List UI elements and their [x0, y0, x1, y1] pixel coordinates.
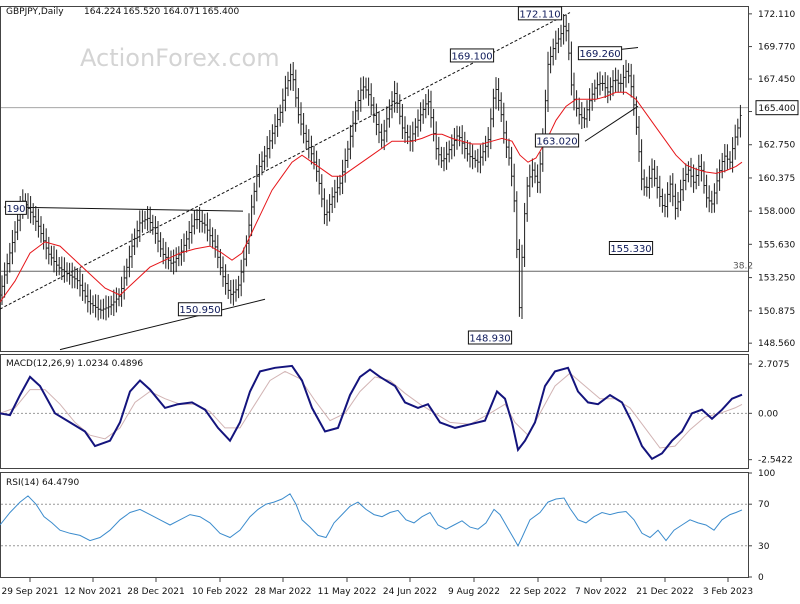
- price-annotation: 148.930: [467, 330, 513, 345]
- price-annotation-label: 163.020: [536, 136, 577, 147]
- price-annotation: 169.100: [449, 48, 495, 63]
- price-tick-label: 160.375: [758, 174, 795, 184]
- x-tick-label: 21 Dec 2022: [636, 587, 694, 597]
- price-annotation-box: [534, 133, 580, 148]
- price-annotation-label: 169.100: [451, 51, 492, 62]
- ohlc-low: 164.071: [163, 7, 200, 17]
- macd-line: [0, 364, 743, 461]
- price-tick-label: 153.250: [758, 274, 795, 284]
- x-tick-label: 11 May 2022: [318, 587, 377, 597]
- ohlc-open: 164.224: [84, 7, 121, 17]
- level-38-2-label: 38.2: [733, 261, 753, 271]
- x-tick-label: 28 Dec 2021: [127, 587, 185, 597]
- x-axis: 29 Sep 2021 12 Nov 2021 28 Dec 2021 10 Feb …: [1, 578, 753, 597]
- macd-signal-line: [0, 370, 743, 449]
- price-panel: 172.110169.770167.450165.125162.750160.3…: [0, 6, 799, 352]
- price-annotation: 150.950: [177, 302, 223, 317]
- macd-tick-label: 0.00: [758, 409, 778, 419]
- price-tick-label: 158.000: [758, 207, 795, 217]
- macd-label: MACD(12,26,9) 1.0234 0.4896: [6, 359, 143, 369]
- x-tick-label: 9 Aug 2022: [448, 587, 500, 597]
- rsi-line: [0, 493, 743, 547]
- price-annotation: 155.330: [608, 240, 654, 255]
- rsi-label: RSI(14) 64.4790: [6, 478, 79, 488]
- price-annotation-box: [517, 6, 563, 21]
- ohlc-high: 165.520: [123, 7, 160, 17]
- current-price-marker: 165.400: [755, 100, 799, 116]
- x-tick-label: 24 Jun 2022: [383, 587, 437, 597]
- price-annotation-label: 190: [6, 204, 25, 215]
- price-annotation-label: 172.110: [519, 9, 560, 20]
- rsi-tick-label: 30: [758, 542, 770, 552]
- price-annotation: 172.110: [517, 6, 563, 21]
- trendline: [59, 298, 266, 351]
- macd-tick-label: -2.5422: [758, 456, 793, 466]
- macd-axis: 2.7075 0.00 -2.5422: [748, 360, 793, 466]
- rsi-tick-label: 70: [758, 500, 770, 510]
- price-tick-label: 150.875: [758, 307, 795, 317]
- price-annotation: 163.020: [534, 133, 580, 148]
- current-price-label: 165.400: [758, 104, 795, 114]
- price-tick-label: 169.770: [758, 43, 795, 53]
- x-tick-label: 29 Sep 2021: [1, 587, 58, 597]
- macd-tick-label: 2.7075: [758, 360, 790, 370]
- price-tick-label: 172.110: [758, 10, 795, 20]
- price-panel-frame: [0, 6, 749, 352]
- x-tick-label: 7 Nov 2022: [575, 587, 627, 597]
- current-price-box: [755, 100, 799, 116]
- price-annotation-label: 155.330: [610, 244, 651, 255]
- x-tick-label: 28 Mar 2022: [254, 587, 311, 597]
- price-annotation-label: 150.950: [179, 305, 220, 316]
- price-annotation-box: [177, 302, 223, 317]
- watermark: ActionForex.com: [80, 44, 280, 72]
- price-annotations: 190 150.950 169.100 148.930 172.110 169.260 16…: [5, 6, 654, 345]
- rsi-axis: 100 70 30 0: [748, 469, 775, 583]
- x-tick-label: 22 Sep 2022: [509, 587, 566, 597]
- macd-panel: 2.7075 0.00 -2.5422 MACD(12,26,9) 1.0234 0…: [0, 354, 793, 469]
- symbol-label: GBPJPY,Daily: [6, 7, 64, 17]
- price-bars: [0, 14, 742, 321]
- price-annotation-label: 169.260: [579, 49, 620, 60]
- price-annotation: 169.260: [577, 46, 623, 61]
- rsi-panel: 100 70 30 0 RSI(14) 64.4790: [0, 469, 775, 583]
- price-annotation-box: [577, 46, 623, 61]
- x-tick-label: 10 Feb 2022: [192, 587, 248, 597]
- rsi-tick-label: 0: [758, 573, 764, 583]
- macd-panel-frame: [0, 354, 749, 469]
- price-tick-label: 148.560: [758, 339, 795, 349]
- trendline: [584, 105, 639, 142]
- rsi-tick-label: 100: [758, 469, 775, 479]
- price-tick-label: 155.630: [758, 240, 795, 250]
- price-annotation-box: [449, 48, 495, 63]
- moving-average-line: [0, 91, 743, 303]
- trendline: [3, 206, 244, 212]
- price-annotation-box: [608, 240, 654, 255]
- price-tick-label: 162.750: [758, 141, 795, 151]
- x-tick-label: 3 Feb 2023: [703, 587, 753, 597]
- x-tick-label: 12 Nov 2021: [64, 587, 122, 597]
- level-38-2: 38.2: [1, 107, 753, 272]
- ohlc-close: 165.400: [202, 7, 239, 17]
- price-annotation-label: 148.930: [469, 333, 510, 344]
- price-tick-label: 167.450: [758, 75, 795, 85]
- price-annotation-box: [467, 330, 513, 345]
- price-annotation-box: [5, 200, 27, 215]
- price-annotation: 190: [5, 200, 27, 215]
